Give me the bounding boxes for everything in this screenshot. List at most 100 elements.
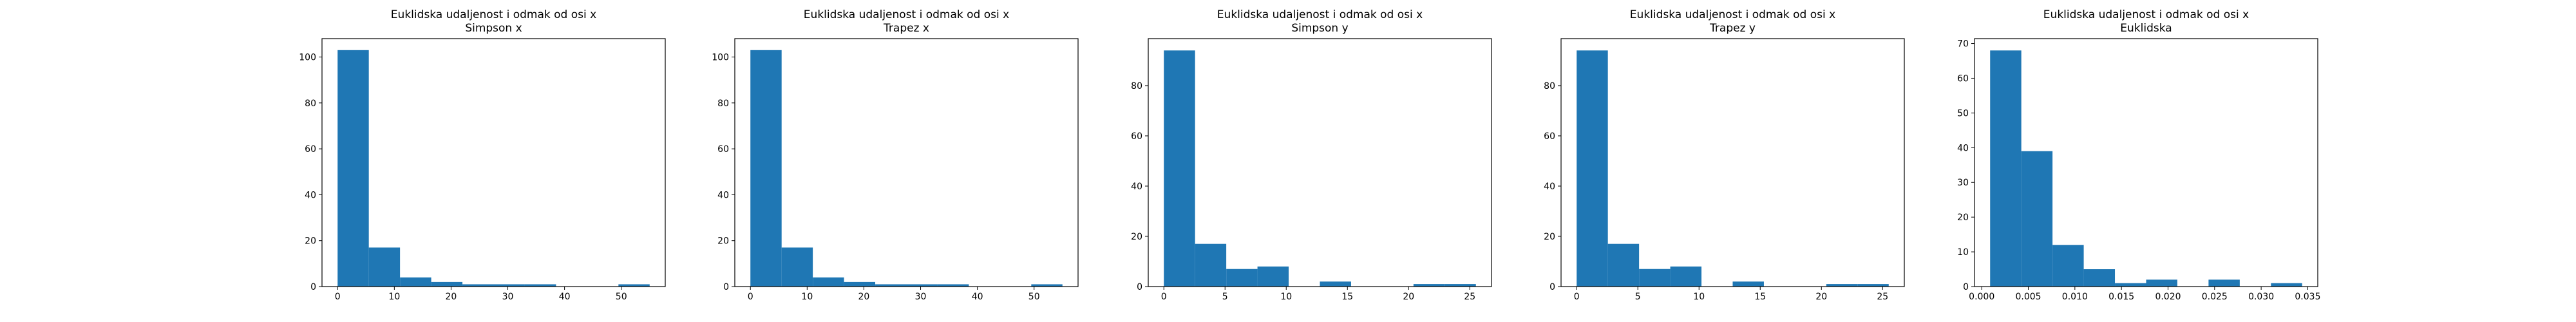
- y-tick-label: 60: [1131, 131, 1142, 142]
- histogram-bar: [937, 284, 969, 287]
- histogram-bar: [1444, 284, 1476, 287]
- x-tick-label: 20: [1403, 292, 1414, 302]
- y-tick-label: 20: [1957, 213, 1969, 223]
- chart-title: Euklidska udaljenost i odmak od osi x: [1630, 8, 1835, 21]
- y-tick-label: 80: [305, 99, 316, 109]
- x-tick-label: 25: [1877, 292, 1888, 302]
- y-tick-label: 60: [1544, 131, 1555, 142]
- chart-panel-3: 0 5 10 15 20 25 0 20 40 60 80 Euklidska udaljenost …: [1131, 8, 1492, 302]
- chart-panel-1: 0 10 20 30 40 50 0 20 40 60 80 100 Euklidska udaljen…: [299, 8, 666, 302]
- histogram-bar: [2021, 151, 2053, 287]
- y-tick-label: 20: [717, 236, 729, 247]
- histogram-bar: [337, 50, 369, 287]
- histogram-bar: [462, 284, 494, 287]
- histogram-bar: [2146, 279, 2177, 287]
- chart-subtitle: Trapez y: [1709, 22, 1756, 35]
- x-tick-label: 50: [616, 292, 627, 302]
- y-tick-label: 40: [717, 190, 729, 200]
- chart-subtitle: Simpson x: [465, 22, 522, 35]
- y-tick-label: 60: [717, 144, 729, 155]
- histogram-bar: [1195, 243, 1227, 287]
- histogram-bar: [2208, 279, 2240, 287]
- histogram-bar: [2271, 283, 2302, 287]
- histogram-bar: [493, 284, 525, 287]
- histogram-bar: [2083, 269, 2116, 287]
- x-tick-label: 40: [559, 292, 571, 302]
- axes-frame: [734, 38, 1079, 287]
- y-tick-label: 40: [1957, 143, 1969, 153]
- x-tick-label: 20: [446, 292, 457, 302]
- chart-title: Euklidska udaljenost i odmak od osi x: [804, 8, 1009, 21]
- y-tick-label: 100: [299, 53, 316, 63]
- x-tick-label: 0.030: [2248, 292, 2274, 302]
- histogram-bar: [1607, 243, 1640, 287]
- x-tick-label: 10: [1693, 292, 1705, 302]
- x-tick-label: 15: [1754, 292, 1766, 302]
- histogram-bar: [906, 284, 938, 287]
- x-tick-label: 15: [1341, 292, 1353, 302]
- x-tick-label: 0.020: [2155, 292, 2181, 302]
- histogram-bar: [1031, 284, 1063, 287]
- histogram-bar: [781, 247, 813, 287]
- x-tick-label: 30: [915, 292, 927, 302]
- x-tick-label: 5: [1635, 292, 1641, 302]
- chart-subtitle: Euklidska: [2120, 22, 2172, 35]
- y-tick-label: 60: [1957, 73, 1969, 84]
- y-tick-label: 40: [1131, 182, 1142, 192]
- y-tick-label: 30: [1957, 178, 1969, 188]
- histogram-bar: [1639, 269, 1671, 287]
- y-tick-label: 0: [723, 282, 729, 292]
- chart-subtitle: Simpson y: [1291, 22, 1348, 35]
- y-tick-label: 70: [1957, 39, 1969, 50]
- y-tick-label: 40: [1544, 182, 1555, 192]
- y-tick-label: 20: [1544, 232, 1555, 242]
- x-tick-label: 10: [801, 292, 813, 302]
- x-tick-label: 0: [1161, 292, 1167, 302]
- chart-panel-5: 0.000 0.005 0.010 0.015 0.020 0.025 0.030 0.035…: [1957, 8, 2320, 302]
- histogram-bar: [1226, 269, 1258, 287]
- histogram-bar: [1257, 266, 1289, 287]
- x-tick-label: 0: [748, 292, 753, 302]
- x-tick-label: 0.035: [2295, 292, 2320, 302]
- y-tick-label: 80: [717, 99, 729, 109]
- histogram-bar: [1826, 284, 1858, 287]
- chart-title: Euklidska udaljenost i odmak od osi x: [1217, 8, 1423, 21]
- histogram-bar: [524, 284, 556, 287]
- y-tick-label: 60: [305, 144, 316, 155]
- histogram-bar: [813, 277, 844, 287]
- histogram-bar: [368, 247, 401, 287]
- y-tick-label: 0: [1963, 282, 1969, 292]
- y-tick-label: 0: [310, 282, 316, 292]
- histogram-bar: [431, 281, 463, 287]
- axes-frame: [321, 38, 666, 287]
- y-tick-label: 40: [305, 190, 316, 200]
- chart-panel-2: 0 10 20 30 40 50 0 20 40 60 80 100 Euklidska udaljen…: [712, 8, 1079, 302]
- y-tick-label: 0: [1549, 282, 1555, 292]
- x-tick-label: 30: [502, 292, 514, 302]
- x-tick-label: 10: [388, 292, 400, 302]
- histogram-bar: [1413, 284, 1445, 287]
- x-tick-label: 40: [972, 292, 983, 302]
- x-tick-label: 20: [1815, 292, 1827, 302]
- histogram-bar: [1320, 281, 1351, 287]
- axes-frame: [1560, 38, 1905, 287]
- x-tick-label: 50: [1028, 292, 1040, 302]
- x-tick-label: 5: [1222, 292, 1228, 302]
- histogram-bar: [844, 281, 876, 287]
- x-tick-label: 0.025: [2202, 292, 2228, 302]
- y-tick-label: 100: [712, 53, 729, 63]
- chart-panel-4: 0 5 10 15 20 25 0 20 40 60 80 Euklidska udaljenost …: [1544, 8, 1905, 302]
- histogram-bar: [1732, 281, 1764, 287]
- histogram-bar: [1857, 284, 1889, 287]
- x-tick-label: 0.010: [2062, 292, 2088, 302]
- chart-title: Euklidska udaljenost i odmak od osi x: [391, 8, 596, 21]
- histogram-bar: [618, 284, 650, 287]
- x-tick-label: 0: [335, 292, 341, 302]
- axes-frame: [1148, 38, 1492, 287]
- histogram-bar: [2115, 283, 2146, 287]
- y-tick-label: 10: [1957, 247, 1969, 258]
- y-tick-label: 0: [1137, 282, 1142, 292]
- y-tick-label: 80: [1131, 81, 1142, 91]
- x-tick-label: 25: [1464, 292, 1475, 302]
